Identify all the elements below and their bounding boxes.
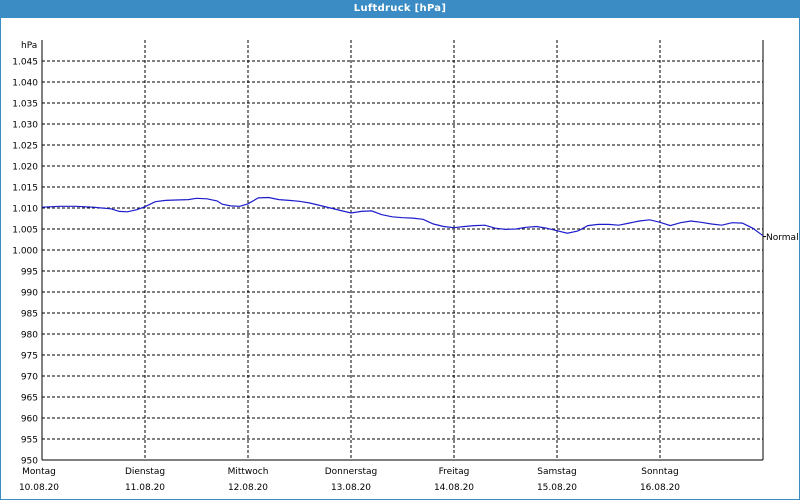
y-tick-label: 1.030 — [12, 121, 38, 131]
y-tick-label: 975 — [21, 352, 38, 362]
y-tick-label: 1.005 — [12, 226, 38, 236]
x-tick-date-label: 12.08.20 — [228, 483, 268, 493]
series-label-normal: Normal — [766, 233, 799, 243]
x-tick-day-label: Freitag — [439, 467, 470, 477]
y-tick-label: 980 — [21, 331, 38, 341]
x-tick-date-label: 15.08.20 — [537, 483, 577, 493]
series-line-normal — [41, 196, 764, 237]
x-tick-date-label: 10.08.20 — [19, 483, 59, 493]
x-tick-day-label: Montag — [22, 467, 56, 477]
y-tick-label: 1.045 — [12, 58, 38, 68]
y-tick-label: 1.015 — [12, 184, 38, 194]
y-tick-label: 995 — [21, 268, 38, 278]
x-tick-date-label: 16.08.20 — [640, 483, 680, 493]
y-axis-label: hPa — [21, 41, 37, 51]
x-tick-date-label: 13.08.20 — [331, 483, 371, 493]
x-tick-day-label: Dienstag — [125, 467, 165, 477]
chart-title: Luftdruck [hPa] — [0, 0, 800, 18]
y-tick-label: 1.040 — [12, 79, 38, 89]
chart-area: 950 955 960 965 970 975 980 985 990 995 1.000 1.005… — [0, 18, 800, 500]
y-tick-label: 1.020 — [12, 163, 38, 173]
y-tick-label: 950 — [21, 457, 38, 467]
chart-svg: 950 955 960 965 970 975 980 985 990 995 1.000 1.005… — [12, 40, 799, 493]
x-tick-date-label: 11.08.20 — [125, 483, 165, 493]
x-tick-day-label: Mittwoch — [228, 467, 269, 477]
y-tick-label: 970 — [21, 373, 38, 383]
y-tick-label: 985 — [21, 310, 38, 320]
y-tick-label: 965 — [21, 394, 38, 404]
y-tick-label: 1.035 — [12, 100, 38, 110]
y-tick-label: 960 — [21, 415, 38, 425]
x-tick-day-label: Samstag — [537, 467, 576, 477]
y-tick-label: 990 — [21, 289, 38, 299]
y-tick-label: 1.025 — [12, 142, 38, 152]
x-tick-day-label: Donnerstag — [325, 467, 378, 477]
y-tick-label: 1.000 — [12, 247, 38, 257]
x-tick-day-label: Sonntag — [641, 467, 678, 477]
y-tick-label: 1.010 — [12, 205, 38, 215]
y-tick-label: 955 — [21, 436, 38, 446]
x-tick-date-label: 14.08.20 — [434, 483, 474, 493]
